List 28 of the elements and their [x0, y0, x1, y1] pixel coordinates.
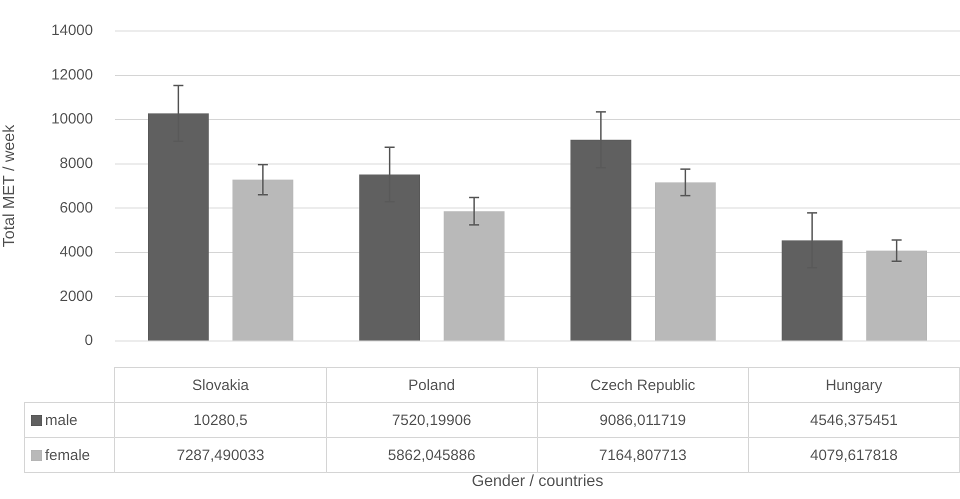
data-label: 4546,375451 — [748, 402, 960, 438]
x-tick-label: Poland — [326, 368, 538, 402]
y-tick-label: 10000 — [51, 110, 93, 128]
bar — [866, 250, 928, 340]
y-axis-title: Total MET / week — [1, 124, 18, 248]
bar — [232, 180, 294, 340]
data-label: 7520,19906 — [326, 402, 538, 438]
data-label: 9086,011719 — [537, 402, 748, 438]
data-label: 10280,5 — [114, 402, 326, 438]
legend-label: female — [24, 438, 115, 472]
x-tick-label: Czech Republic — [537, 368, 748, 402]
y-tick-label: 14000 — [51, 22, 93, 40]
x-tick-label: Hungary — [748, 368, 960, 402]
y-tick-label: 12000 — [51, 66, 93, 84]
legend-label: male — [24, 402, 115, 438]
y-tick-label: 6000 — [60, 199, 93, 216]
data-label: 7287,490033 — [114, 438, 326, 472]
y-tick-label: 2000 — [60, 288, 93, 305]
y-tick-label: 8000 — [60, 155, 93, 172]
y-tick-label: 4000 — [60, 244, 93, 261]
x-tick-label: Slovakia — [114, 368, 326, 402]
data-label: 7164,807713 — [537, 438, 748, 472]
y-tick-label: 0 — [84, 332, 93, 350]
data-label: 4079,617818 — [748, 438, 960, 472]
bar — [444, 211, 505, 340]
bar — [654, 182, 716, 340]
x-axis-title: Gender / countries — [470, 473, 604, 491]
data-label: 5862,045886 — [326, 438, 538, 472]
